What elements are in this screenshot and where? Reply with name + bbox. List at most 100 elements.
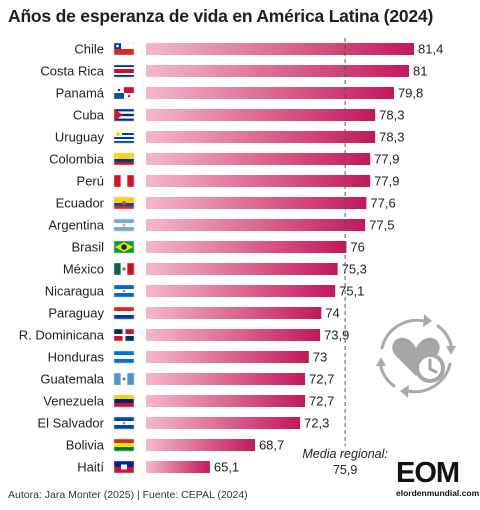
chile-flag	[113, 42, 135, 56]
heart-clock-icon	[376, 314, 456, 398]
bar	[146, 87, 394, 99]
chart-row: Cuba 78,3	[73, 108, 405, 123]
chart-row: Haití 65,1	[77, 460, 239, 475]
value-label: 81	[413, 64, 427, 79]
argentina-flag	[113, 218, 135, 232]
bar	[146, 285, 336, 297]
category-label: Argentina	[48, 218, 104, 233]
category-label: Perú	[77, 174, 104, 189]
logo-mark: EOM	[396, 457, 460, 489]
costa-rica-flag	[113, 64, 135, 78]
chart-row: Brasil 76	[71, 240, 364, 255]
bar	[146, 109, 376, 121]
value-label: 72,7	[309, 394, 334, 409]
median-value: 75,9	[333, 463, 357, 477]
dominican-republic-flag	[113, 328, 135, 342]
footer-credits: Autora: Jara Monter (2025) | Fuente: CEP…	[8, 489, 248, 501]
chart-row: R. Dominicana 73,9	[19, 328, 350, 343]
value-label: 72,3	[304, 416, 329, 431]
value-label: 75,3	[342, 262, 367, 277]
peru-flag	[113, 174, 135, 188]
category-label: Costa Rica	[40, 64, 104, 79]
chart-row: México 75,3	[63, 262, 367, 277]
category-label: Panamá	[56, 86, 105, 101]
bar	[146, 439, 255, 451]
chart-title: Años de esperanza de vida en América Lat…	[8, 6, 434, 26]
bar	[146, 175, 371, 187]
value-label: 77,5	[369, 218, 394, 233]
category-label: Haití	[77, 460, 104, 475]
category-label: Paraguay	[48, 306, 104, 321]
chart-row: Bolivia 68,7	[66, 438, 285, 453]
bar	[146, 263, 338, 275]
chart-row: Chile 81,4	[74, 42, 443, 57]
value-label: 81,4	[418, 42, 443, 57]
honduras-flag	[113, 350, 135, 364]
chart-row: Panamá 79,8	[56, 86, 424, 101]
chart-row: Argentina 77,5	[48, 218, 394, 233]
chart-row: Honduras 73	[48, 350, 328, 365]
bar	[146, 307, 322, 319]
bar	[146, 373, 306, 385]
category-label: Guatemala	[40, 372, 104, 387]
chart-row: Ecuador 77,6	[56, 196, 396, 211]
bar	[146, 43, 414, 55]
brasil-flag	[113, 240, 135, 254]
el-salvador-flag	[113, 416, 135, 430]
bar	[146, 219, 366, 231]
value-label: 76	[350, 240, 364, 255]
chart-row: Costa Rica 81	[40, 64, 427, 79]
category-label: Nicaragua	[45, 284, 105, 299]
bar	[146, 153, 371, 165]
category-label: Brasil	[71, 240, 104, 255]
bar	[146, 241, 347, 253]
bar	[146, 351, 309, 363]
bolivia-flag	[113, 438, 135, 452]
bar	[146, 329, 321, 341]
category-label: Bolivia	[66, 438, 105, 453]
category-label: El Salvador	[38, 416, 105, 431]
uruguay-flag	[113, 130, 135, 144]
value-label: 72,7	[309, 372, 334, 387]
venezuela-flag	[113, 394, 135, 408]
colombia-flag	[113, 152, 135, 166]
median-label: Media regional:	[302, 447, 387, 461]
value-label: 74	[325, 306, 339, 321]
chart-row: Guatemala 72,7	[40, 372, 334, 387]
panama-flag	[113, 86, 135, 100]
value-label: 77,6	[370, 196, 395, 211]
chart-row: Perú 77,9	[77, 174, 400, 189]
bar	[146, 197, 367, 209]
cuba-flag	[113, 108, 135, 122]
bar	[146, 395, 306, 407]
category-label: Honduras	[48, 350, 105, 365]
value-label: 73,9	[324, 328, 349, 343]
chart-row: Venezuela 72,7	[43, 394, 334, 409]
bar	[146, 417, 301, 429]
chart-row: Uruguay 78,3	[55, 130, 405, 145]
bar	[146, 65, 409, 77]
value-label: 78,3	[379, 130, 404, 145]
category-label: Venezuela	[43, 394, 104, 409]
category-label: México	[63, 262, 104, 277]
nicaragua-flag	[113, 284, 135, 298]
value-label: 65,1	[214, 460, 239, 475]
value-label: 77,9	[374, 174, 399, 189]
haiti-flag	[113, 460, 135, 474]
category-label: Cuba	[73, 108, 105, 123]
chart-row: Colombia 77,9	[49, 152, 399, 167]
mexico-flag	[113, 262, 135, 276]
chart-row: Paraguay 74	[48, 306, 339, 321]
eom-logo: EOM elordenmundial.com	[396, 457, 479, 504]
chart-row: Nicaragua 75,1	[45, 284, 365, 299]
value-label: 79,8	[398, 86, 423, 101]
guatemala-flag	[113, 372, 135, 386]
value-label: 78,3	[379, 108, 404, 123]
value-label: 77,9	[374, 152, 399, 167]
chart-row: El Salvador 72,3	[38, 416, 330, 431]
category-label: Colombia	[49, 152, 105, 167]
category-label: Chile	[74, 42, 104, 57]
category-label: Ecuador	[56, 196, 105, 211]
bar	[146, 461, 210, 473]
